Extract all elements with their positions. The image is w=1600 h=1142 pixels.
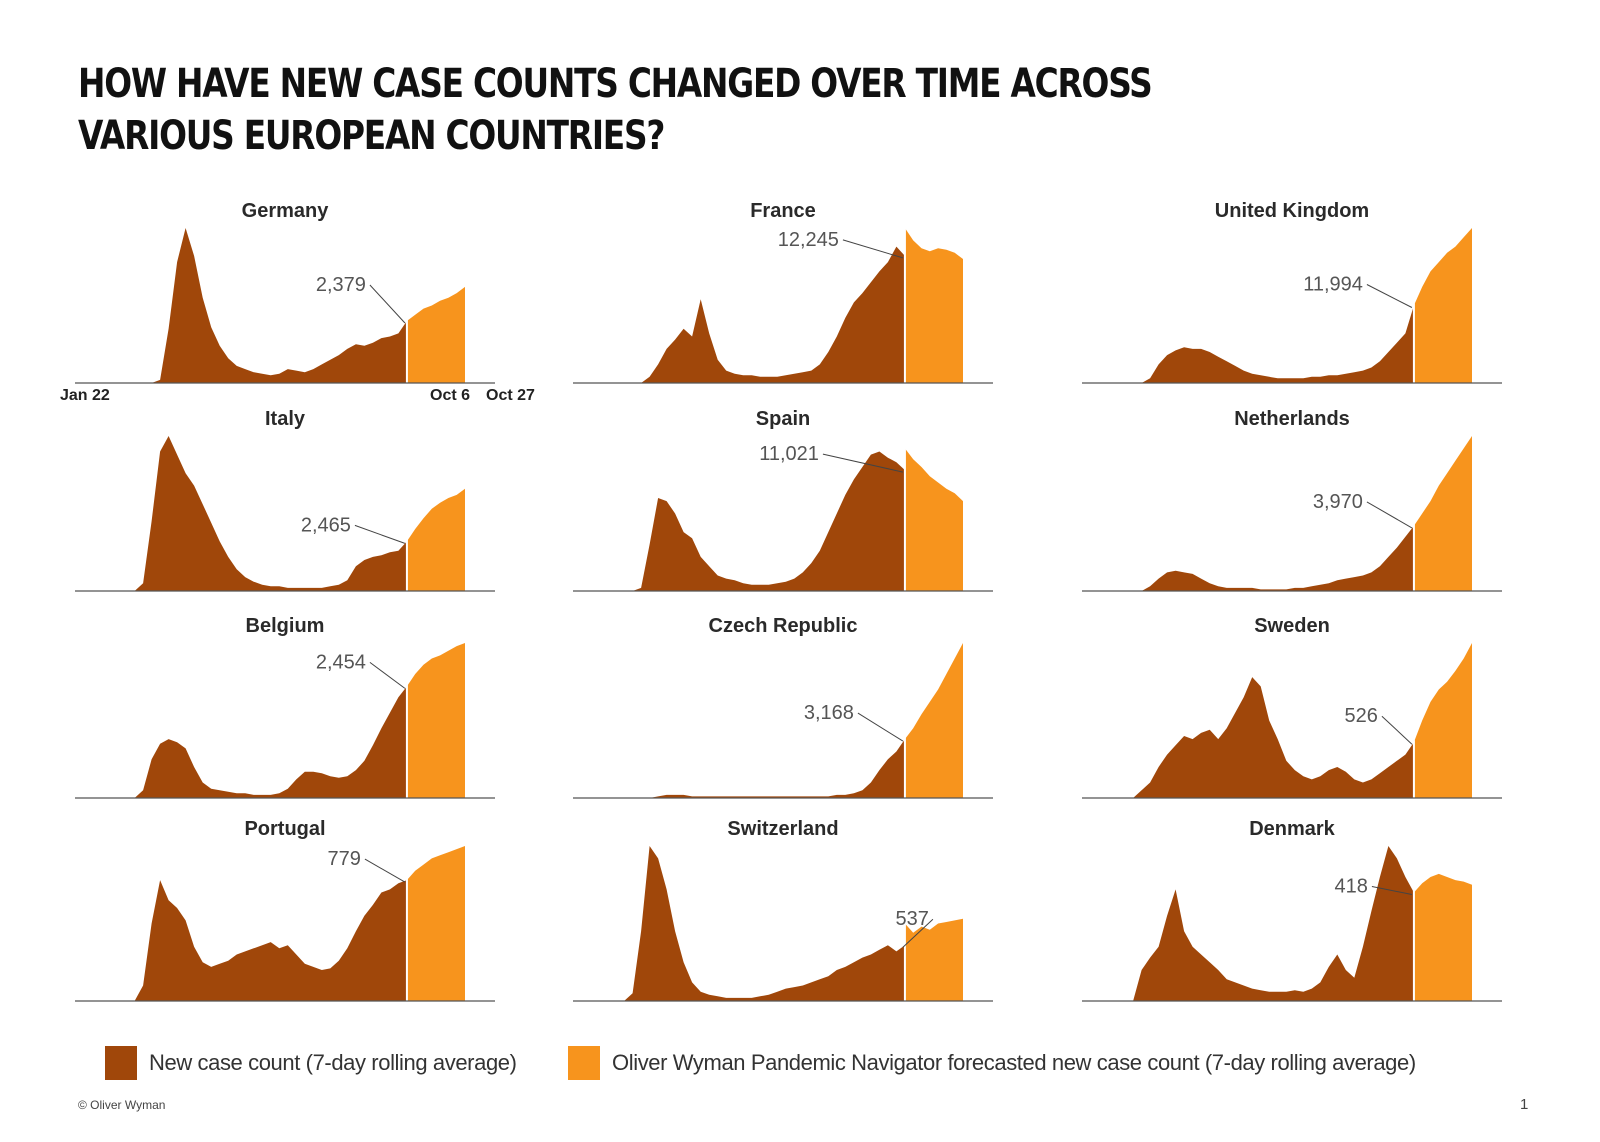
callout-leader xyxy=(369,284,406,324)
callout-leader xyxy=(1366,501,1413,529)
chart-title: Germany xyxy=(241,200,329,222)
chart-panel-netherlands: Netherlands 3,970 xyxy=(1082,408,1552,613)
legend-swatch-actual xyxy=(105,1046,137,1080)
chart-panel-united-kingdom: United Kingdom 11,994 xyxy=(1082,200,1552,405)
callout-leader xyxy=(1371,886,1413,895)
latest-value-label: 12,245 xyxy=(778,229,839,251)
forecast-case-area xyxy=(406,846,465,1001)
latest-value-label: 526 xyxy=(1345,705,1378,727)
forecast-case-area xyxy=(904,643,963,798)
chart-panel-italy: Italy 2,465 xyxy=(75,408,545,613)
area-chart: 537 xyxy=(573,846,993,1002)
actual-case-area xyxy=(1082,677,1414,798)
forecast-case-area xyxy=(406,488,465,591)
latest-value-label: 3,970 xyxy=(1313,491,1363,513)
area-chart: 2,379 xyxy=(75,228,495,384)
chart-panel-switzerland: Switzerland 537 xyxy=(573,818,1043,1023)
chart-title: Denmark xyxy=(1249,818,1335,840)
actual-case-area xyxy=(573,739,905,798)
legend-swatch-forecast xyxy=(568,1046,600,1080)
forecast-case-area xyxy=(1413,228,1472,383)
actual-case-area xyxy=(1082,305,1414,383)
legend-label-forecast: Oliver Wyman Pandemic Navigator forecast… xyxy=(612,1050,1416,1075)
callout-leader xyxy=(842,239,904,259)
latest-value-label: 11,994 xyxy=(1303,274,1363,296)
chart-title: Italy xyxy=(264,408,306,430)
forecast-case-area xyxy=(904,448,963,591)
page-title: HOW HAVE NEW CASE COUNTS CHANGED OVER TI… xyxy=(78,61,1153,159)
actual-case-area xyxy=(1082,846,1414,1001)
page-number: 1 xyxy=(1520,1096,1529,1113)
callout-leader xyxy=(822,453,904,473)
callout-leader xyxy=(364,858,406,883)
chart-panel-portugal: Portugal 779 xyxy=(75,818,545,1023)
forecast-case-area xyxy=(1413,643,1472,798)
callout-leader xyxy=(354,524,406,544)
latest-value-label: 11,021 xyxy=(759,443,819,465)
chart-title: Sweden xyxy=(1254,615,1330,637)
chart-panel-spain: Spain 11,021 xyxy=(573,408,1043,613)
actual-case-area xyxy=(75,880,407,1001)
latest-value-label: 418 xyxy=(1335,876,1368,898)
chart-title: Netherlands xyxy=(1234,408,1350,430)
forecast-case-area xyxy=(904,918,963,1001)
callout-leader xyxy=(902,918,934,948)
copyright: © Oliver Wyman xyxy=(78,1098,166,1112)
area-chart: 3,168 xyxy=(573,643,993,799)
actual-case-area xyxy=(75,686,407,798)
chart-title: Belgium xyxy=(245,615,325,637)
area-chart: 11,994 xyxy=(1082,228,1502,384)
forecast-case-area xyxy=(904,228,963,383)
chart-panel-germany: Germany 2,379 xyxy=(75,200,545,405)
callout-leader xyxy=(369,661,406,689)
latest-value-label: 2,465 xyxy=(301,514,351,536)
forecast-case-area xyxy=(1413,873,1472,1001)
actual-case-area xyxy=(1082,525,1414,591)
chart-panel-denmark: Denmark 418 xyxy=(1082,818,1552,1023)
chart-panel-belgium: Belgium 2,454 xyxy=(75,615,545,820)
chart-title: United Kingdom xyxy=(1214,200,1370,222)
actual-case-area xyxy=(573,846,905,1001)
latest-value-label: 3,168 xyxy=(804,702,854,724)
callout-leader xyxy=(857,712,904,742)
chart-title: France xyxy=(750,200,816,222)
area-chart: 2,465 xyxy=(75,436,495,592)
chart-title: Spain xyxy=(755,408,811,430)
date-label-latest: Oct 6 xyxy=(430,387,471,404)
chart-panel-czech-republic: Czech Republic 3,168 xyxy=(573,615,1043,820)
actual-case-area xyxy=(573,451,905,591)
forecast-case-area xyxy=(406,286,465,383)
legend-label-actual: New case count (7-day rolling average) xyxy=(149,1050,517,1075)
callout-leader xyxy=(1366,284,1413,308)
area-chart: 526 xyxy=(1082,643,1502,799)
date-label-start: Jan 22 xyxy=(60,387,110,404)
chart-panel-sweden: Sweden 526 xyxy=(1082,615,1552,820)
callout-leader xyxy=(1381,715,1413,745)
date-label-end: Oct 27 xyxy=(486,387,535,404)
area-chart: 2,454 xyxy=(75,643,495,799)
chart-title: Czech Republic xyxy=(708,615,858,637)
forecast-case-area xyxy=(1413,436,1472,591)
legend: New case count (7-day rolling average) O… xyxy=(105,1045,1545,1081)
actual-case-area xyxy=(75,228,407,383)
latest-value-label: 537 xyxy=(896,908,929,930)
area-chart: 3,970 xyxy=(1082,436,1502,592)
latest-value-label: 2,379 xyxy=(316,274,366,296)
legend-item-forecast: Oliver Wyman Pandemic Navigator forecast… xyxy=(568,1045,1416,1081)
chart-title: Portugal xyxy=(244,818,326,840)
area-chart: 779 xyxy=(75,846,495,1002)
forecast-case-area xyxy=(406,643,465,798)
actual-case-area xyxy=(573,246,905,383)
chart-title: Switzerland xyxy=(727,818,839,840)
area-chart: 418 xyxy=(1082,846,1502,1002)
actual-case-area xyxy=(75,436,407,591)
area-chart: 12,245 xyxy=(573,226,993,384)
latest-value-label: 779 xyxy=(328,848,361,870)
legend-item-actual: New case count (7-day rolling average) xyxy=(105,1045,517,1081)
area-chart: 11,021 xyxy=(573,443,993,592)
chart-panel-france: France 12,245 xyxy=(573,200,1043,405)
latest-value-label: 2,454 xyxy=(316,651,366,673)
